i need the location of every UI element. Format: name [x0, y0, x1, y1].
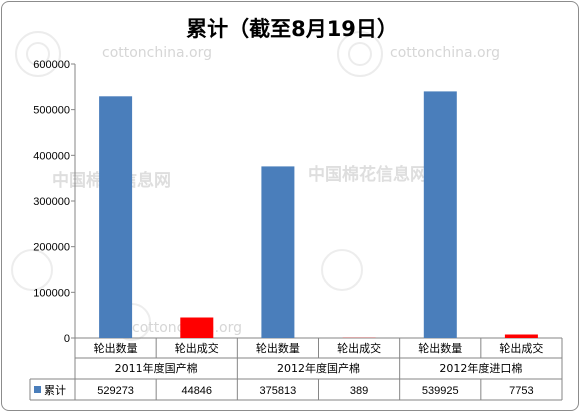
legend-label: 累计	[44, 384, 66, 397]
watermark-site: cottonchina.org	[390, 45, 500, 61]
bar-quantity	[261, 166, 295, 338]
y-tick-label: 400000	[33, 150, 70, 162]
category-label: 轮出数量	[418, 341, 462, 355]
group-label: 2012年度国产棉	[277, 361, 360, 375]
y-tick-label: 100000	[33, 287, 70, 299]
value-cell: 7753	[509, 385, 533, 397]
category-label: 轮出成交	[175, 341, 219, 355]
y-tick-labels: 600000 500000 400000 300000 200000 10000…	[33, 59, 70, 345]
bar-deal	[180, 317, 214, 338]
value-cell: 44846	[181, 385, 212, 397]
group-label: 2011年度国产棉	[115, 361, 198, 375]
value-cell: 529273	[97, 385, 134, 397]
bar-series	[99, 91, 538, 339]
category-data-table: 轮出数量 轮出成交 轮出数量 轮出成交 轮出数量 轮出成交 2011年度国产棉 …	[29, 338, 563, 401]
bar-quantity	[423, 91, 457, 339]
category-label: 轮出成交	[337, 341, 381, 355]
watermark-logo	[15, 31, 61, 77]
category-label: 轮出成交	[499, 341, 543, 355]
table-grid	[29, 338, 563, 401]
group-label: 2012年度进口棉	[439, 361, 522, 375]
watermark-logo	[348, 42, 372, 66]
value-cell: 389	[350, 385, 368, 397]
y-tick-label: 0	[64, 333, 70, 345]
y-tick-label: 600000	[33, 59, 70, 71]
value-cell: 539925	[422, 385, 459, 397]
legend-key	[34, 386, 41, 393]
watermark-logo	[337, 31, 383, 77]
bar-deal	[504, 334, 538, 338]
watermark-site: cottonchina.org	[102, 45, 212, 61]
category-label: 轮出数量	[94, 341, 138, 355]
y-tick-marks	[71, 63, 75, 339]
y-tick-label: 300000	[33, 196, 70, 208]
category-label: 轮出数量	[256, 341, 300, 355]
chart-title: 累计（截至8月19日）	[186, 17, 398, 41]
bar-quantity	[99, 96, 133, 338]
y-tick-label: 200000	[33, 242, 70, 254]
y-tick-label: 500000	[33, 105, 70, 117]
value-cell: 375813	[260, 385, 297, 397]
watermark-logo	[321, 249, 363, 291]
watermark-logo	[11, 249, 53, 291]
watermark-logo	[26, 42, 50, 66]
watermark-brand: 中国棉花信息网	[308, 164, 427, 185]
